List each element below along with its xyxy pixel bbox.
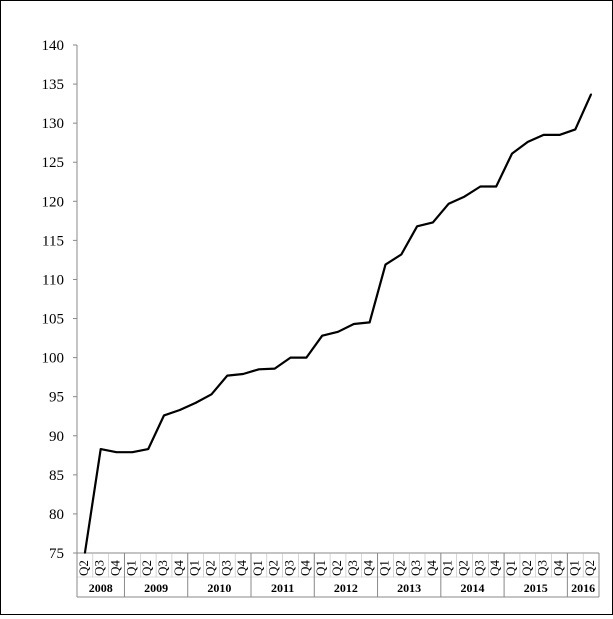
year-label: 2010 <box>207 581 231 595</box>
quarter-label: Q3 <box>218 560 233 576</box>
data-point <box>400 253 403 256</box>
data-point <box>384 263 387 266</box>
quarter-label: Q1 <box>440 560 455 576</box>
year-label: 2015 <box>524 581 548 595</box>
data-point <box>305 356 308 359</box>
y-tick-label: 140 <box>42 38 65 54</box>
data-point <box>289 356 292 359</box>
quarter-label: Q4 <box>297 560 312 576</box>
quarter-label: Q4 <box>550 560 565 576</box>
quarter-label: Q4 <box>108 560 123 576</box>
data-point <box>416 225 418 228</box>
data-point <box>432 221 434 224</box>
data-point <box>479 185 482 188</box>
quarter-label: Q4 <box>487 560 502 576</box>
quarter-label: Q2 <box>456 560 471 576</box>
data-point <box>147 448 149 450</box>
data-point <box>495 185 497 188</box>
y-tick-label: 135 <box>42 77 65 93</box>
quarter-label: Q1 <box>250 560 265 576</box>
quarter-label: Q2 <box>519 560 534 576</box>
data-point <box>353 323 355 325</box>
data-point <box>210 393 213 396</box>
y-tick-label: 100 <box>42 351 65 367</box>
year-label: 2009 <box>144 581 168 595</box>
data-point <box>226 374 229 377</box>
year-label: 2016 <box>571 581 595 595</box>
quarter-label: Q2 <box>392 560 407 576</box>
quarter-label: Q4 <box>361 560 376 576</box>
quarter-label: Q3 <box>535 560 550 576</box>
year-label: 2012 <box>334 581 358 595</box>
quarter-label: Q4 <box>234 560 249 576</box>
y-tick-label: 75 <box>49 546 64 562</box>
y-axis: 75 80 85 90 95 100 105 110 115 120 125 130 135 140 <box>42 38 78 562</box>
data-point <box>542 134 545 136</box>
data-point <box>447 202 450 205</box>
y-tick-label: 120 <box>42 194 65 210</box>
data-point <box>131 451 134 453</box>
quarter-label: Q1 <box>566 560 581 576</box>
quarter-label: Q2 <box>266 560 281 576</box>
data-point <box>463 195 466 198</box>
quarter-label: Q2 <box>76 560 91 576</box>
quarter-label: Q3 <box>345 560 360 576</box>
quarter-label: Q4 <box>424 560 439 576</box>
year-label: 2008 <box>89 581 113 595</box>
data-point <box>115 451 118 453</box>
y-tick-label: 80 <box>49 507 64 523</box>
data-point <box>273 367 276 370</box>
quarter-label: Q1 <box>187 560 202 576</box>
quarter-label: Q3 <box>471 560 486 576</box>
quarter-label: Q1 <box>313 560 328 576</box>
quarter-label: Q1 <box>123 560 138 576</box>
data-point <box>163 414 165 417</box>
y-tick-label: 105 <box>42 312 65 328</box>
data-point <box>242 373 244 375</box>
quarter-label: Q3 <box>92 560 107 576</box>
y-tick-label: 130 <box>42 116 65 132</box>
data-point <box>194 402 197 404</box>
data-point <box>99 448 102 450</box>
y-tick-label: 90 <box>49 429 64 445</box>
data-point <box>321 334 323 337</box>
quarter-label: Q3 <box>282 560 297 576</box>
data-point <box>590 93 592 96</box>
quarter-label: Q1 <box>376 560 391 576</box>
data-point <box>179 409 181 411</box>
year-label: 2013 <box>397 581 421 595</box>
data-point <box>527 141 529 143</box>
data-point <box>84 552 86 554</box>
data-point <box>558 134 561 136</box>
year-label: 2011 <box>271 581 294 595</box>
quarter-label: Q2 <box>139 560 154 576</box>
quarter-label: Q3 <box>155 560 170 576</box>
data-point <box>337 331 339 333</box>
quarter-label: Q2 <box>202 560 217 576</box>
quarter-label: Q2 <box>329 560 344 576</box>
y-tick-label: 85 <box>49 468 64 484</box>
data-point <box>258 368 260 371</box>
data-point <box>368 321 371 324</box>
y-tick-label: 95 <box>49 390 64 406</box>
y-tick-label: 125 <box>42 155 65 171</box>
quarter-label: Q3 <box>408 560 423 576</box>
quarter-label: Q2 <box>582 560 597 576</box>
series-line <box>83 93 593 554</box>
year-label: 2014 <box>460 581 484 595</box>
data-point <box>574 128 577 131</box>
quarter-label: Q1 <box>503 560 518 576</box>
quarter-label: Q4 <box>171 560 186 576</box>
y-tick-label: 110 <box>42 272 64 288</box>
data-point <box>511 152 513 155</box>
y-tick-label: 115 <box>42 233 64 249</box>
series <box>83 93 593 554</box>
